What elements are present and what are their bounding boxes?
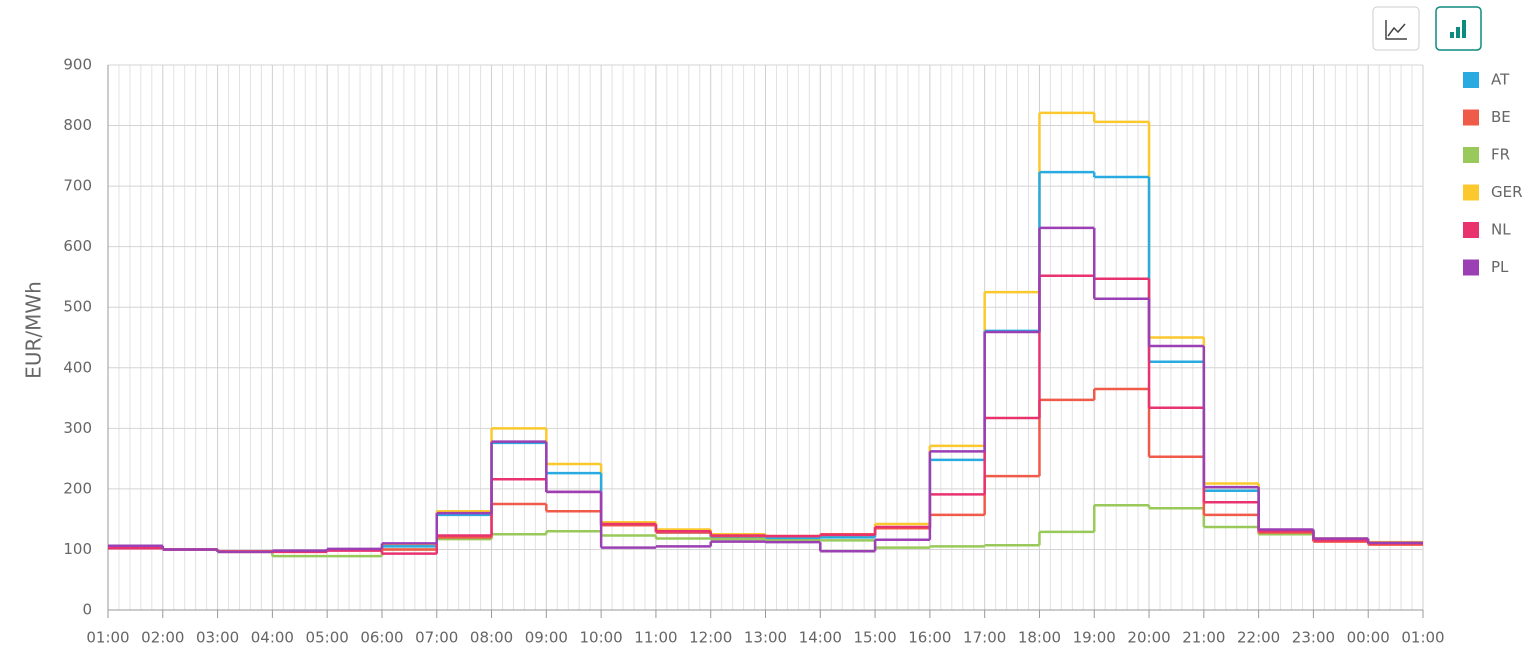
x-tick-label: 23:00 xyxy=(1292,629,1335,647)
x-tick-label: 22:00 xyxy=(1237,629,1280,647)
y-tick-label: 300 xyxy=(63,419,92,437)
y-tick-label: 600 xyxy=(63,237,92,255)
legend-label: BE xyxy=(1491,108,1511,126)
x-tick-label: 13:00 xyxy=(744,629,787,647)
x-tick-label: 06:00 xyxy=(360,629,403,647)
y-tick-label: 900 xyxy=(63,56,92,74)
legend-swatch xyxy=(1463,259,1479,276)
x-tick-label: 17:00 xyxy=(963,629,1006,647)
x-tick-label: 14:00 xyxy=(799,629,842,647)
x-tick-label: 12:00 xyxy=(689,629,732,647)
legend-label: NL xyxy=(1491,221,1511,239)
x-tick-label: 11:00 xyxy=(634,629,677,647)
y-tick-label: 100 xyxy=(63,540,92,558)
x-tick-label: 19:00 xyxy=(1073,629,1116,647)
x-tick-label: 02:00 xyxy=(141,629,184,647)
legend-swatch xyxy=(1463,72,1479,88)
x-tick-label: 01:00 xyxy=(1401,629,1444,647)
y-tick-label: 0 xyxy=(82,601,92,619)
x-tick-label: 21:00 xyxy=(1182,629,1225,647)
x-tick-label: 18:00 xyxy=(1018,629,1061,647)
legend-swatch xyxy=(1463,184,1479,201)
legend-swatch xyxy=(1463,222,1479,238)
line-view-button[interactable] xyxy=(1372,6,1420,51)
legend-swatch xyxy=(1463,109,1479,126)
legend-swatch xyxy=(1463,147,1479,163)
legend-label: GER xyxy=(1491,183,1523,201)
x-tick-label: 00:00 xyxy=(1347,629,1390,647)
bar-view-button[interactable] xyxy=(1435,6,1482,51)
y-tick-label: 500 xyxy=(63,298,92,316)
legend-label: PL xyxy=(1491,258,1509,276)
legend-label: AT xyxy=(1491,71,1510,89)
y-tick-label: 800 xyxy=(63,116,92,134)
x-tick-label: 05:00 xyxy=(306,629,349,647)
x-tick-label: 01:00 xyxy=(86,629,129,647)
button-frame xyxy=(1372,6,1420,51)
x-tick-label: 07:00 xyxy=(415,629,458,647)
x-tick-label: 04:00 xyxy=(251,629,294,647)
x-tick-label: 03:00 xyxy=(196,629,239,647)
y-tick-label: 700 xyxy=(63,177,92,195)
x-tick-label: 10:00 xyxy=(580,629,623,647)
y-tick-label: 200 xyxy=(63,479,92,497)
x-tick-label: 16:00 xyxy=(908,629,951,647)
y-tick-label: 400 xyxy=(63,358,92,376)
line-icon xyxy=(1385,20,1407,40)
x-tick-label: 15:00 xyxy=(853,629,896,647)
legend-label: FR xyxy=(1491,146,1510,164)
x-tick-label: 20:00 xyxy=(1127,629,1170,647)
bar-icon xyxy=(1450,20,1466,38)
y-axis-label: EUR/MWh xyxy=(22,281,46,379)
x-tick-label: 08:00 xyxy=(470,629,513,647)
x-tick-label: 09:00 xyxy=(525,629,568,647)
